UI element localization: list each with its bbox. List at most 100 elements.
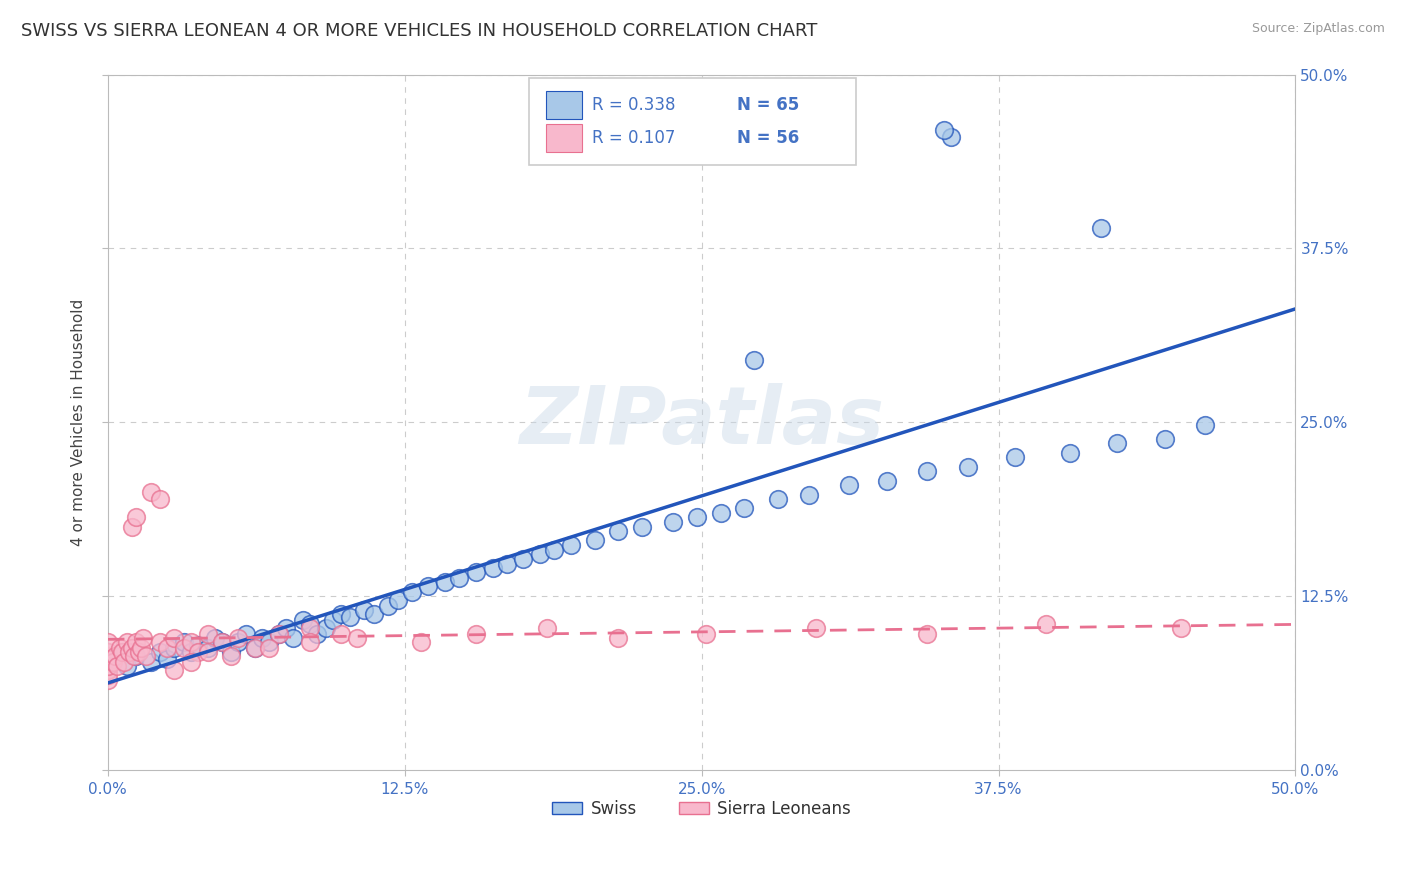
Point (1035, 616, 1057, 631)
Point (315, 621, 337, 635)
Point (274, 621, 297, 635)
Point (118, 645, 141, 659)
Point (267, 626, 290, 640)
Point (495, 557, 517, 571)
Point (111, 645, 134, 659)
Point (97, 648, 120, 663)
Point (139, 655, 162, 669)
Point (418, 579, 440, 593)
Point (121, 519, 143, 533)
Point (1170, 621, 1192, 635)
Point (536, 621, 558, 635)
Point (876, 474, 898, 488)
Point (543, 543, 565, 558)
Point (97, 645, 120, 659)
Point (1107, 436, 1129, 450)
Point (197, 640, 219, 655)
Point (163, 631, 186, 645)
Point (1153, 432, 1175, 446)
Point (710, 506, 733, 520)
Point (228, 635, 250, 649)
Point (939, 130, 962, 145)
Point (125, 509, 148, 524)
Point (346, 631, 368, 645)
Point (1090, 220, 1112, 235)
Point (243, 640, 266, 655)
Point (917, 464, 939, 478)
Point (187, 638, 209, 652)
FancyBboxPatch shape (530, 78, 856, 165)
Point (465, 626, 488, 640)
Point (97, 673, 120, 687)
Point (149, 645, 172, 659)
Point (97, 668, 120, 682)
Point (583, 533, 606, 548)
Point (97, 635, 120, 649)
Point (529, 548, 551, 562)
Point (932, 123, 955, 137)
Point (112, 655, 135, 669)
Text: SWISS VS SIERRA LEONEAN 4 OR MORE VEHICLES IN HOUSEHOLD CORRELATION CHART: SWISS VS SIERRA LEONEAN 4 OR MORE VEHICL… (21, 22, 817, 40)
Point (956, 459, 979, 474)
Point (662, 516, 685, 530)
Point (733, 501, 755, 516)
Point (163, 640, 186, 655)
Point (291, 613, 314, 627)
Point (465, 566, 488, 580)
Point (377, 599, 399, 613)
Point (329, 607, 352, 622)
Point (128, 645, 150, 659)
Point (211, 635, 233, 649)
Point (838, 478, 860, 492)
Point (607, 631, 630, 645)
Point (363, 607, 385, 622)
Point (105, 658, 128, 673)
Point (560, 538, 582, 552)
Point (173, 635, 195, 649)
Point (1059, 446, 1081, 460)
Text: R = 0.107: R = 0.107 (592, 128, 676, 147)
Point (259, 635, 281, 649)
Point (305, 626, 328, 640)
Point (180, 645, 202, 659)
Point (104, 648, 127, 663)
Point (1194, 418, 1216, 433)
Point (434, 575, 457, 590)
Point (742, 352, 765, 367)
Point (97, 655, 120, 669)
Point (125, 635, 148, 649)
FancyBboxPatch shape (546, 91, 582, 119)
Point (115, 658, 138, 673)
Point (631, 519, 654, 533)
Point (243, 640, 266, 655)
Point (804, 621, 827, 635)
Point (156, 640, 179, 655)
Point (766, 491, 789, 506)
Point (250, 631, 273, 645)
Point (228, 631, 250, 645)
Legend: Swiss, Sierra Leoneans: Swiss, Sierra Leoneans (546, 793, 858, 824)
Point (353, 603, 375, 617)
Point (267, 626, 290, 640)
Point (122, 648, 145, 663)
Point (281, 631, 304, 645)
Point (411, 635, 433, 649)
Point (797, 487, 820, 501)
Point (204, 631, 226, 645)
Point (129, 640, 152, 655)
Point (135, 648, 157, 663)
Point (686, 509, 709, 524)
Point (235, 626, 257, 640)
Point (121, 640, 143, 655)
Point (197, 645, 219, 659)
Point (259, 640, 281, 655)
Point (607, 524, 630, 538)
Point (180, 655, 202, 669)
Point (329, 626, 352, 640)
Point (298, 616, 321, 631)
Text: R = 0.338: R = 0.338 (592, 96, 676, 114)
FancyBboxPatch shape (546, 124, 582, 152)
Point (101, 655, 124, 669)
Point (917, 626, 939, 640)
Text: Source: ZipAtlas.com: Source: ZipAtlas.com (1251, 22, 1385, 36)
